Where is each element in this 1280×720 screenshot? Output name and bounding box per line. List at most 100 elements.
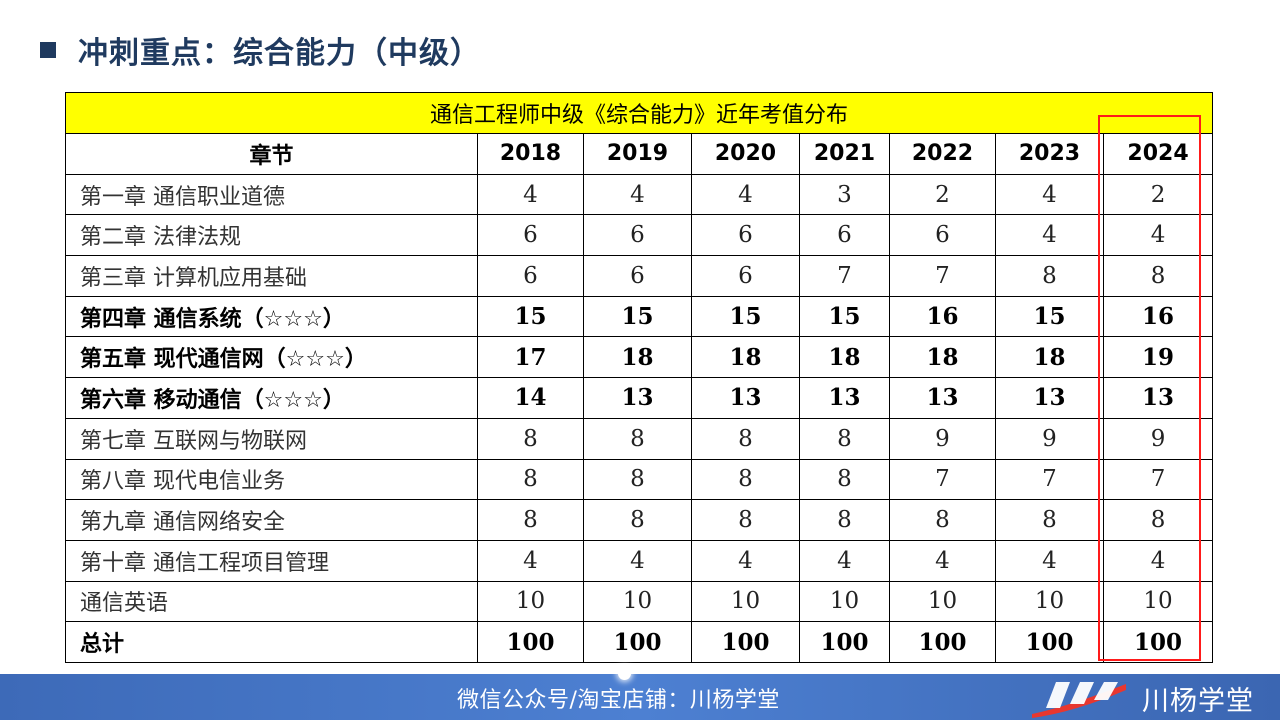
value-cell-2022: 16: [889, 295, 996, 338]
value-cell-2020: 8: [691, 458, 800, 501]
value-cell-2020: 15: [691, 295, 800, 338]
table-row: 第三章 计算机应用基础 6 6 6 7 7 8 8: [65, 255, 1214, 297]
value-cell-2021: 13: [799, 377, 890, 419]
header-year-2018: 2018: [477, 133, 584, 175]
value-cell-2019: 13: [583, 377, 692, 419]
header-year-2022: 2022: [889, 133, 996, 175]
value-cell-2024: 9: [1102, 417, 1214, 460]
value-cell-2023: 7: [995, 458, 1104, 501]
table-row: 总计 100 100 100 100 100 100 100: [65, 621, 1214, 663]
value-cell-2023: 9: [995, 417, 1104, 460]
value-cell-2023: 18: [995, 336, 1104, 379]
value-cell-2023: 4: [995, 539, 1104, 582]
chapter-cell: 第二章 法律法规: [65, 214, 478, 257]
header-year-2020: 2020: [691, 133, 800, 175]
value-cell-2019: 4: [583, 173, 692, 216]
value-cell-2018: 10: [477, 580, 584, 623]
value-cell-2022: 18: [889, 336, 996, 379]
value-cell-2022: 9: [889, 417, 996, 460]
score-distribution-table: 通信工程师中级《综合能力》近年考值分布 章节 2018 2019 2020 20…: [64, 92, 1214, 663]
value-cell-2019: 6: [583, 214, 692, 257]
value-cell-2022: 4: [889, 539, 996, 582]
value-cell-2019: 8: [583, 417, 692, 460]
value-cell-2021: 6: [799, 214, 890, 257]
value-cell-2024: 13: [1102, 377, 1214, 419]
value-cell-2023: 4: [995, 214, 1104, 257]
header-year-2019: 2019: [583, 133, 692, 175]
table-row: 第九章 通信网络安全 8 8 8 8 8 8 8: [65, 499, 1214, 541]
table-row: 第四章 通信系统（☆☆☆） 15 15 15 15 16 15 16: [65, 295, 1214, 338]
header-chapter: 章节: [65, 133, 478, 175]
value-cell-2022: 7: [889, 458, 996, 501]
value-cell-2020: 8: [691, 417, 800, 460]
chapter-cell: 第十章 通信工程项目管理: [65, 539, 478, 582]
value-cell-2018: 6: [477, 255, 584, 297]
value-cell-2019: 8: [583, 458, 692, 501]
value-cell-2019: 10: [583, 580, 692, 623]
value-cell-2021: 4: [799, 539, 890, 582]
bullet-square-icon: [40, 42, 56, 58]
chapter-cell: 通信英语: [65, 580, 478, 623]
value-cell-2022: 6: [889, 214, 996, 257]
value-cell-2018: 14: [477, 377, 584, 419]
value-cell-2023: 8: [995, 255, 1104, 297]
value-cell-2018: 4: [477, 173, 584, 216]
value-cell-2023: 13: [995, 377, 1104, 419]
brand-logo-icon: [1032, 682, 1126, 718]
value-cell-2021: 8: [799, 499, 890, 541]
value-cell-2018: 4: [477, 539, 584, 582]
value-cell-2019: 6: [583, 255, 692, 297]
glow-dot-icon: [618, 667, 631, 680]
value-cell-2019: 15: [583, 295, 692, 338]
slide-title: 冲刺重点：综合能力（中级）: [40, 28, 481, 72]
value-cell-2021: 7: [799, 255, 890, 297]
table-row: 第八章 现代电信业务 8 8 8 8 7 7 7: [65, 458, 1214, 501]
chapter-cell: 第五章 现代通信网（☆☆☆）: [65, 336, 478, 379]
value-cell-2021: 8: [799, 458, 890, 501]
chapter-cell: 第八章 现代电信业务: [65, 458, 478, 501]
table-row: 第六章 移动通信（☆☆☆） 14 13 13 13 13 13 13: [65, 377, 1214, 419]
value-cell-2021: 100: [799, 621, 890, 663]
brand-logo-text: 川杨学堂: [1142, 686, 1254, 717]
chapter-cell: 第六章 移动通信（☆☆☆）: [65, 377, 478, 419]
value-cell-2018: 8: [477, 458, 584, 501]
value-cell-2019: 100: [583, 621, 692, 663]
table-row: 第五章 现代通信网（☆☆☆） 17 18 18 18 18 18 19: [65, 336, 1214, 379]
table-caption-row: 通信工程师中级《综合能力》近年考值分布: [64, 92, 1214, 134]
value-cell-2023: 15: [995, 295, 1104, 338]
table-row: 第十章 通信工程项目管理 4 4 4 4 4 4 4: [65, 539, 1214, 582]
value-cell-2018: 8: [477, 417, 584, 460]
value-cell-2018: 8: [477, 499, 584, 541]
value-cell-2018: 17: [477, 336, 584, 379]
value-cell-2021: 15: [799, 295, 890, 338]
table-header-row: 章节 2018 2019 2020 2021 2022 2023 2024: [65, 133, 1214, 175]
chapter-cell: 第九章 通信网络安全: [65, 499, 478, 541]
header-year-2021: 2021: [799, 133, 890, 175]
table-row: 第七章 互联网与物联网 8 8 8 8 9 9 9: [65, 417, 1214, 460]
value-cell-2021: 3: [799, 173, 890, 216]
chapter-cell: 第三章 计算机应用基础: [65, 255, 478, 297]
value-cell-2020: 4: [691, 173, 800, 216]
chapter-cell: 总计: [65, 621, 478, 663]
value-cell-2023: 8: [995, 499, 1104, 541]
table-row: 通信英语 10 10 10 10 10 10 10: [65, 580, 1214, 623]
page-title: 冲刺重点：综合能力（中级）: [78, 36, 481, 71]
chapter-cell: 第七章 互联网与物联网: [65, 417, 478, 460]
value-cell-2022: 13: [889, 377, 996, 419]
table-body: 第一章 通信职业道德 4 4 4 3 2 4 2 第二章 法律法规 6 6 6 6 6 4 4 第三章 计算机应…: [65, 173, 1214, 663]
value-cell-2022: 100: [889, 621, 996, 663]
value-cell-2019: 8: [583, 499, 692, 541]
value-cell-2021: 8: [799, 417, 890, 460]
value-cell-2018: 6: [477, 214, 584, 257]
table-row: 第二章 法律法规 6 6 6 6 6 4 4: [65, 214, 1214, 257]
header-year-2024: 2024: [1102, 133, 1214, 175]
value-cell-2020: 13: [691, 377, 800, 419]
value-cell-2022: 8: [889, 499, 996, 541]
value-cell-2024: 8: [1102, 255, 1214, 297]
value-cell-2024: 100: [1102, 621, 1214, 663]
value-cell-2023: 10: [995, 580, 1104, 623]
table-row: 第一章 通信职业道德 4 4 4 3 2 4 2: [65, 173, 1214, 216]
value-cell-2024: 7: [1102, 458, 1214, 501]
footer-bar: 微信公众号/淘宝店铺：川杨学堂 川杨学堂: [0, 667, 1280, 720]
table-caption: 通信工程师中级《综合能力》近年考值分布: [64, 92, 1214, 134]
